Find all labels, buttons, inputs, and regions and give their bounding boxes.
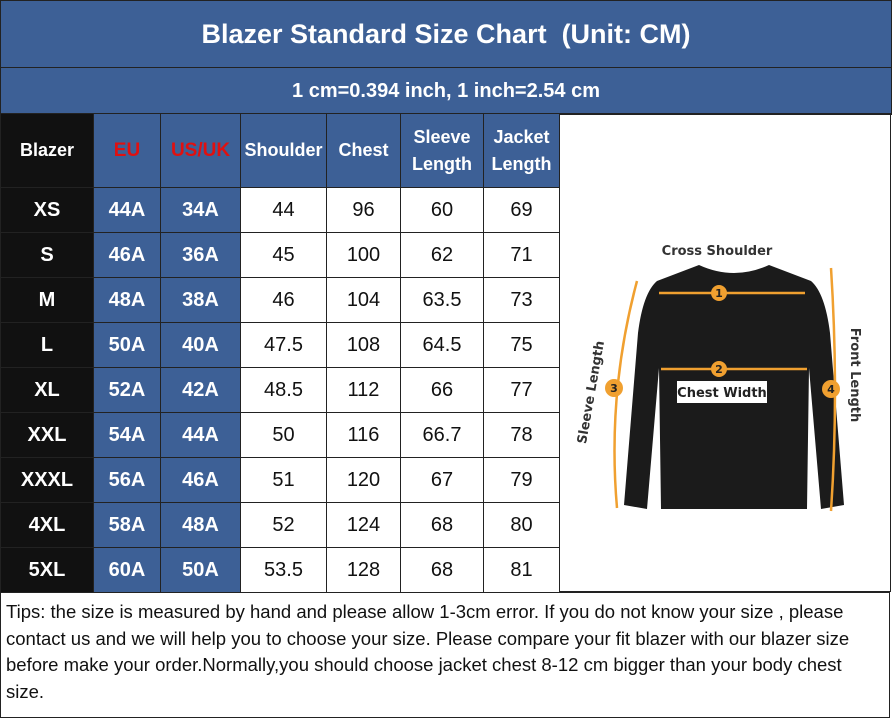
cell: 42A — [160, 367, 241, 413]
marker: 1 — [715, 287, 723, 300]
column-header: Sleeve Length — [400, 113, 484, 188]
column-header: Jacket Length — [483, 113, 560, 188]
row-header: XS — [0, 187, 94, 233]
cell: 66 — [400, 367, 484, 413]
marker: 2 — [715, 363, 723, 376]
column-header: Blazer — [0, 113, 94, 188]
cell: 71 — [483, 232, 560, 278]
cell: 73 — [483, 277, 560, 323]
column-header: Shoulder — [240, 113, 327, 188]
cell: 100 — [326, 232, 401, 278]
row-header: L — [0, 322, 94, 368]
cell: 52A — [93, 367, 161, 413]
cell: 64.5 — [400, 322, 484, 368]
cell: 75 — [483, 322, 560, 368]
cell: 120 — [326, 457, 401, 503]
cell: 63.5 — [400, 277, 484, 323]
cell: 68 — [400, 547, 484, 593]
cell: 78 — [483, 412, 560, 458]
cell: 79 — [483, 457, 560, 503]
cell: 69 — [483, 187, 560, 233]
diagram-label: Chest Width — [677, 386, 767, 401]
cell: 50 — [240, 412, 327, 458]
cell: 51 — [240, 457, 327, 503]
cell: 45 — [240, 232, 327, 278]
cell: 34A — [160, 187, 241, 233]
cell: 44A — [93, 187, 161, 233]
cell: 54A — [93, 412, 161, 458]
cell: 38A — [160, 277, 241, 323]
cell: 46 — [240, 277, 327, 323]
cell: 46A — [93, 232, 161, 278]
diagram-panel — [559, 113, 891, 592]
cell: 124 — [326, 502, 401, 548]
cell: 81 — [483, 547, 560, 593]
row-header: XL — [0, 367, 94, 413]
cell: 48.5 — [240, 367, 327, 413]
cell: 112 — [326, 367, 401, 413]
cell: 77 — [483, 367, 560, 413]
row-header: 4XL — [0, 502, 94, 548]
cell: 46A — [160, 457, 241, 503]
cell: 50A — [93, 322, 161, 368]
cell: 66.7 — [400, 412, 484, 458]
column-header: Chest — [326, 113, 401, 188]
row-header: S — [0, 232, 94, 278]
cell: 40A — [160, 322, 241, 368]
cell: 56A — [93, 457, 161, 503]
marker: 4 — [827, 383, 835, 396]
cell: 50A — [160, 547, 241, 593]
cell: 60A — [93, 547, 161, 593]
cell: 104 — [326, 277, 401, 323]
marker: 3 — [610, 382, 618, 395]
diagram-label: Sleeve Length — [575, 340, 608, 445]
garment-diagram: 1 2 3 4 Cross Shoulder Chest Width Sleev… — [575, 244, 862, 512]
title: Blazer Standard Size Chart (Unit: CM) — [0, 0, 892, 68]
cell: 60 — [400, 187, 484, 233]
row-header: M — [0, 277, 94, 323]
cell: 108 — [326, 322, 401, 368]
cell: 62 — [400, 232, 484, 278]
subtitle: 1 cm=0.394 inch, 1 inch=2.54 cm — [0, 67, 892, 115]
row-header: 5XL — [0, 547, 94, 593]
column-header: EU — [93, 113, 161, 188]
cell: 44A — [160, 412, 241, 458]
tips: Tips: the size is measured by hand and p… — [0, 592, 890, 718]
cell: 67 — [400, 457, 484, 503]
cell: 36A — [160, 232, 241, 278]
cell: 68 — [400, 502, 484, 548]
cell: 44 — [240, 187, 327, 233]
row-header: XXL — [0, 412, 94, 458]
cell: 47.5 — [240, 322, 327, 368]
cell: 53.5 — [240, 547, 327, 593]
cell: 128 — [326, 547, 401, 593]
row-header: XXXL — [0, 457, 94, 503]
cell: 96 — [326, 187, 401, 233]
column-header: US/UK — [160, 113, 241, 188]
cell: 48A — [160, 502, 241, 548]
cell: 116 — [326, 412, 401, 458]
diagram-label: Front Length — [847, 328, 862, 423]
cell: 58A — [93, 502, 161, 548]
cell: 80 — [483, 502, 560, 548]
cell: 48A — [93, 277, 161, 323]
diagram-label: Cross Shoulder — [662, 244, 773, 259]
cell: 52 — [240, 502, 327, 548]
